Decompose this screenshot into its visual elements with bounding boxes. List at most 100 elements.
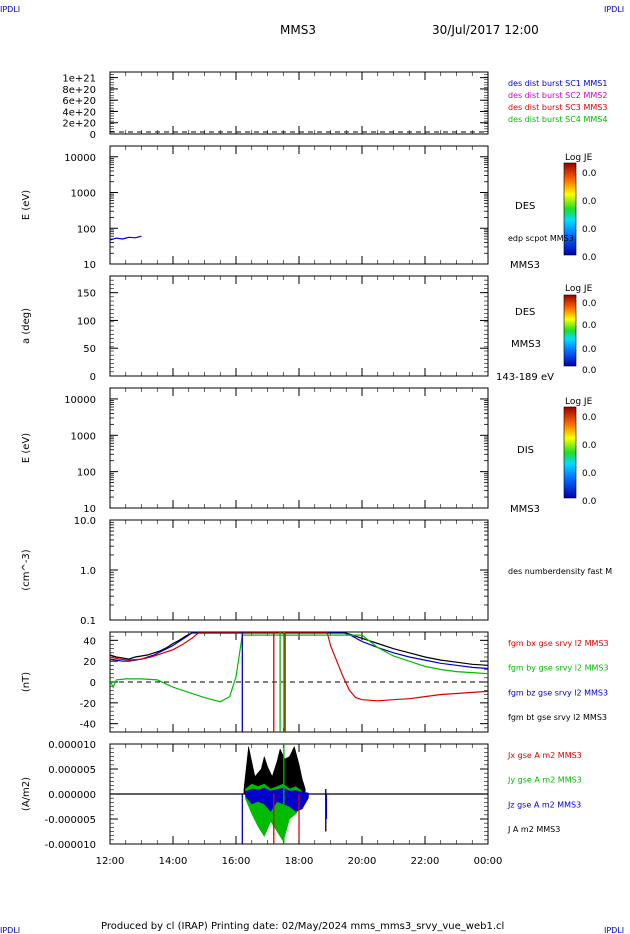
legend-entry: Jx gse A m2 MMS3	[507, 751, 582, 760]
y-tick-label: 0	[90, 372, 96, 383]
legend-entry: des numberdensity fast M	[508, 567, 612, 576]
panel-label: MMS3	[510, 504, 540, 515]
legend-entry: des dist burst SC4 MMS4	[508, 115, 607, 124]
y-tick-label: -0.000010	[45, 840, 96, 851]
panel-frame	[109, 71, 489, 135]
legend-entry: des dist burst SC2 MMS2	[508, 91, 607, 100]
y-tick-label: 2e+20	[62, 119, 96, 130]
legend-entry: Jz gse A m2 MMS3	[507, 800, 581, 809]
legend-entry: des dist burst SC3 MMS3	[508, 103, 607, 112]
y-tick-label: 0.1	[80, 616, 96, 627]
y-tick-label: 100	[77, 224, 96, 235]
panel-des_pitch: 150 100 50 0 a (deg)	[21, 275, 489, 383]
colorbar-dis-energy: Log JE 0.0 0.0 0.0 0.0	[563, 397, 597, 507]
y-tick-label: 1.0	[80, 566, 96, 577]
panel-label: 143-189 eV	[496, 372, 554, 383]
series-line	[110, 235, 142, 241]
y-tick-label: 0.000000	[48, 790, 96, 801]
burst-band	[245, 787, 309, 812]
y-tick-label: 4e+20	[62, 107, 96, 118]
x-tick-label: 00:00	[474, 856, 503, 867]
y-axis-label: E (eV)	[21, 190, 32, 220]
y-tick-label: 10	[83, 260, 96, 271]
panel-label: DIS	[517, 445, 534, 456]
panel-dis_energy: 10000 1000 100 10 E (eV)	[21, 387, 489, 515]
colorbar-tick: 0.0	[582, 169, 597, 179]
y-tick-label: 0	[90, 678, 96, 689]
colorbar-title: Log JE	[565, 397, 593, 407]
panel-label: DES	[515, 201, 535, 212]
colorbar-des-pitch: Log JE 0.0 0.0 0.0 0.0	[563, 284, 597, 376]
colorbar-tick: 0.0	[582, 441, 597, 451]
legend-entry: fgm by gse srvy l2 MMS3	[508, 664, 609, 673]
colorbar-tick: 0.0	[582, 197, 597, 207]
y-tick-label: 40	[83, 636, 96, 647]
y-tick-label: 0.000010	[48, 740, 96, 751]
panel-frame	[109, 519, 489, 621]
colorbar-scale	[563, 162, 577, 256]
legend-entry: J A m2 MMS3	[507, 825, 560, 834]
y-tick-label: 50	[83, 344, 96, 355]
x-tick-label: 22:00	[411, 856, 440, 867]
y-tick-label: 0	[90, 130, 96, 141]
y-axis-label: (A/m2)	[21, 777, 32, 811]
colorbar-tick: 0.0	[582, 225, 597, 235]
y-tick-label: 100	[77, 468, 96, 479]
y-tick-label: -40	[80, 720, 96, 731]
x-tick-label: 20:00	[348, 856, 377, 867]
footer-corner-left: IPDLI	[0, 926, 20, 934]
panel-density: 10.0 1.0 0.1 (cm^-3) des numberdensity fast …	[21, 516, 612, 627]
panel-des_energy: 10000 1000 100 10 E (eV)	[21, 145, 489, 271]
colorbar-tick: 0.0	[582, 366, 597, 376]
panel-current: 0.000010 0.000005 0.000000 -0.000005 -0.0000…	[21, 740, 582, 851]
x-tick-label: 14:00	[159, 856, 188, 867]
series-line	[110, 632, 488, 702]
legend-entry: Jy gse A m2 MMS3	[507, 776, 582, 785]
corner-tag-left: IPDLI	[0, 5, 20, 14]
colorbar-tick: 0.0	[582, 469, 597, 479]
datetime-title: 30/Jul/2017 12:00	[432, 23, 539, 37]
y-axis-label: E (eV)	[21, 433, 32, 463]
panel-label: MMS3	[511, 339, 541, 350]
x-tick-label: 18:00	[285, 856, 314, 867]
y-tick-label: 10	[83, 504, 96, 515]
y-tick-label: -20	[80, 699, 96, 710]
corner-tag-right: IPDLI	[604, 5, 624, 14]
x-tick-label: 12:00	[96, 856, 125, 867]
colorbar-tick: 0.0	[582, 345, 597, 355]
y-axis-label: a (deg)	[21, 308, 32, 344]
y-tick-label: 10.0	[74, 516, 96, 527]
colorbar-tick: 0.0	[582, 321, 597, 331]
legend-entry: fgm bt gse srvy l2 MMS3	[508, 713, 607, 722]
colorbar-title: Log JE	[565, 284, 593, 294]
y-tick-label: -0.000005	[45, 815, 96, 826]
colorbar-tick: 0.0	[582, 299, 597, 309]
footer-corner-right: IPDLI	[604, 926, 624, 934]
colorbar-tick: 0.0	[582, 253, 597, 263]
panel-label: DES	[515, 307, 535, 318]
legend-entry: des dist burst SC1 MMS1	[508, 79, 607, 88]
y-axis-label: (cm^-3)	[21, 549, 32, 590]
colorbar-scale	[563, 406, 577, 499]
legend-entry: fgm bx gse srvy l2 MMS3	[508, 639, 609, 648]
panel-frame	[109, 145, 489, 265]
y-tick-label: 8e+20	[62, 85, 96, 96]
panel-fgm: 40 20 0 -20 -40 (nT) fgm bx gse srvy l2 MMS3 fg…	[21, 631, 609, 733]
y-tick-label: 0.000005	[48, 765, 96, 776]
colorbar-tick: 0.0	[582, 413, 597, 423]
spacecraft-title: MMS3	[280, 23, 316, 37]
series-line	[110, 634, 488, 703]
panel-frame	[109, 387, 489, 509]
y-tick-label: 1000	[71, 189, 96, 200]
y-tick-label: 100	[77, 316, 96, 327]
footer-credit: Produced by cl (IRAP) Printing date: 02/…	[101, 921, 504, 932]
panel-frame	[109, 275, 489, 377]
colorbar-tick: 0.0	[582, 497, 597, 507]
colorbar-scale	[563, 294, 577, 367]
y-axis-label: (nT)	[21, 672, 32, 692]
y-tick-label: 20	[83, 657, 96, 668]
y-tick-label: 1000	[71, 431, 96, 442]
colorbar-title: Log JE	[565, 153, 593, 163]
